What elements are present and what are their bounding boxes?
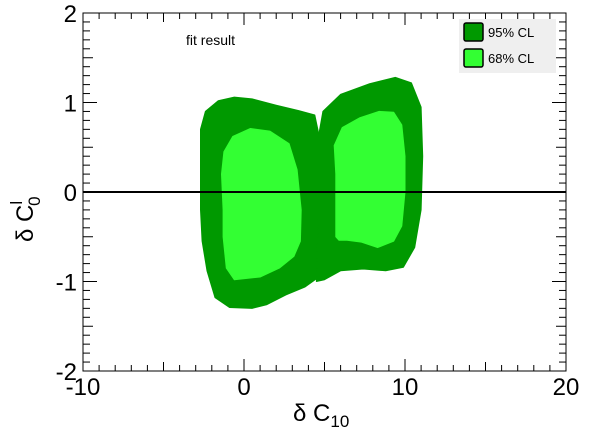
y-axis-title-subscript: 0 xyxy=(25,196,44,205)
legend-label: 68% CL xyxy=(488,51,534,66)
fit-result-annotation: fit result xyxy=(186,32,235,48)
y-axis-title-superscript: l xyxy=(7,201,26,205)
axis-ticks xyxy=(82,12,567,372)
legend-swatch xyxy=(463,22,484,42)
y-axis-title-main: δ C xyxy=(12,205,39,242)
legend: 95% CL 68% CL xyxy=(459,19,556,73)
y-tick-label: -2 xyxy=(56,359,77,386)
cl68-region-2 xyxy=(333,110,406,248)
x-axis-title: δ C10 xyxy=(293,400,349,431)
y-tick-label: 2 xyxy=(64,1,77,28)
confidence-regions xyxy=(200,76,424,309)
x-tick-label: -10 xyxy=(66,374,101,401)
cl68-region-1 xyxy=(221,128,302,281)
legend-swatch xyxy=(463,48,484,68)
x-tick-label: 0 xyxy=(237,374,250,401)
y-tick-label: 1 xyxy=(64,91,77,118)
y-axis-title: δ Cl0 xyxy=(7,196,44,242)
y-tick-label: -1 xyxy=(56,270,77,297)
x-tick-label: 10 xyxy=(392,374,419,401)
x-axis-title-main: δ C xyxy=(293,400,330,427)
legend-label: 95% CL xyxy=(488,25,534,40)
x-tick-label: 20 xyxy=(553,374,580,401)
x-axis-title-subscript: 10 xyxy=(330,412,349,431)
y-tick-label: 0 xyxy=(64,180,77,207)
legend-items: 95% CL 68% CL xyxy=(463,22,534,68)
svg-text:δ Cl0: δ Cl0 xyxy=(7,196,44,242)
